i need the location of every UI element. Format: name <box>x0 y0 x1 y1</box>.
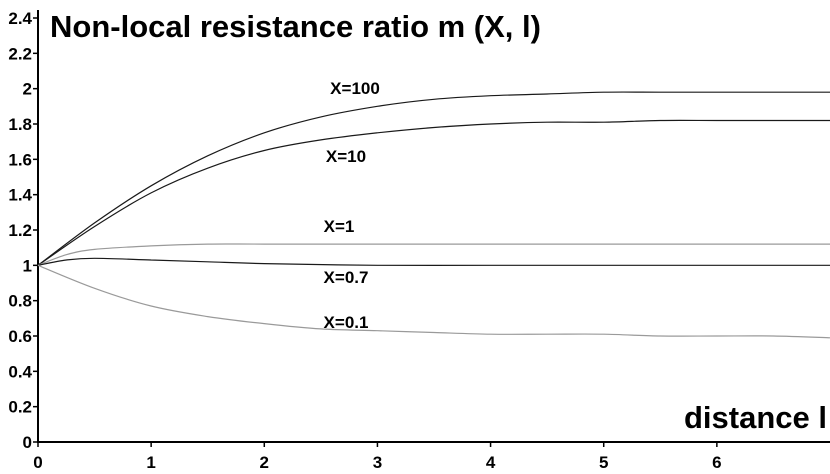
y-tick-label: 2.2 <box>8 44 32 63</box>
y-tick-label: 0.8 <box>8 292 32 311</box>
x-tick-label: 2 <box>260 453 269 472</box>
x-tick-label: 4 <box>486 453 496 472</box>
x-axis-label: distance l <box>684 400 827 435</box>
x-tick-group: 0 1 2 3 4 5 6 <box>33 442 722 472</box>
series-label-0: X=100 <box>330 79 380 98</box>
series-label-1: X=10 <box>326 147 366 166</box>
x-tick-label: 5 <box>599 453 608 472</box>
y-tick-label: 0 <box>23 433 32 452</box>
y-tick-label: 1.4 <box>8 186 32 205</box>
series-line-4 <box>37 264 830 339</box>
y-tick-label: 1.6 <box>8 150 32 169</box>
series-line-0 <box>37 91 830 266</box>
x-tick-label: 0 <box>33 453 42 472</box>
series-label-group: X=100 X=10 X=1 X=0.7 X=0.1 <box>324 79 380 332</box>
y-tick-label: 2.4 <box>8 9 32 28</box>
x-tick-label: 1 <box>146 453 155 472</box>
series-group <box>37 91 830 339</box>
y-tick-label: 0.4 <box>8 362 32 381</box>
y-tick-label: 1 <box>23 256 32 275</box>
series-label-4: X=0.1 <box>324 313 369 332</box>
series-line-2 <box>37 243 830 266</box>
x-tick-label: 3 <box>373 453 382 472</box>
series-line-1 <box>37 119 830 266</box>
series-label-3: X=0.7 <box>324 268 369 287</box>
y-tick-group: 0 0.2 0.4 0.6 0.8 1 1.2 1.4 1.6 1.8 2 2.2 2.4 <box>8 9 38 452</box>
series-label-2: X=1 <box>324 217 355 236</box>
y-tick-label: 0.6 <box>8 327 32 346</box>
y-tick-label: 0.2 <box>8 398 32 417</box>
y-tick-label: 1.8 <box>8 115 32 134</box>
y-tick-label: 2 <box>23 80 32 99</box>
chart-title: Non-local resistance ratio m (X, l) <box>50 9 541 44</box>
y-tick-label: 1.2 <box>8 221 32 240</box>
x-tick-label: 6 <box>712 453 721 472</box>
series-line-3 <box>37 257 830 267</box>
